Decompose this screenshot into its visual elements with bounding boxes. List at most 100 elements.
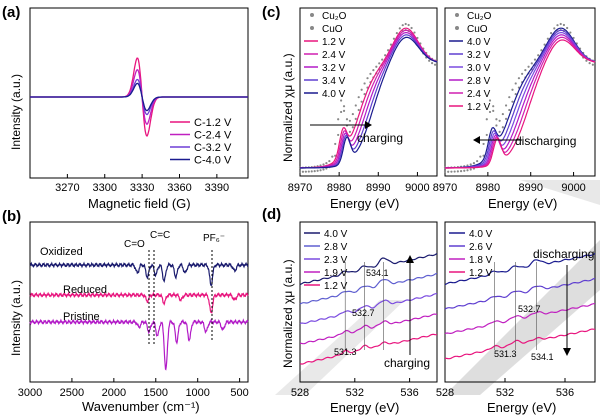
legend-label-c-right: Cu₂O: [467, 11, 492, 22]
reference-dot-c: [488, 99, 492, 102]
legend-label-d: 2.3 V: [324, 255, 348, 266]
reference-dots-c: [298, 22, 437, 169]
reference-dot-c: [463, 169, 466, 172]
reference-dot-c: [469, 168, 472, 171]
reference-dot-c: [395, 31, 398, 35]
axes-frame-a: [29, 7, 249, 179]
reference-dot-c: [366, 77, 369, 80]
reference-dots-c: [298, 28, 437, 173]
series-line-c: [300, 29, 438, 169]
reference-dot-c: [334, 142, 337, 146]
legend-dot-c-right: [455, 13, 459, 17]
reference-dot-c: [325, 162, 328, 165]
reference-dot-c: [348, 130, 352, 133]
x-tick-label-c: 9000: [561, 182, 585, 194]
reference-dot-c: [553, 27, 556, 30]
legend-dot-c-right: [455, 26, 459, 30]
series-line-c: [300, 36, 438, 169]
x-tick-label-a: 3270: [55, 182, 79, 194]
charging-arrowhead-d: [406, 255, 414, 263]
reference-dot-c: [540, 49, 543, 52]
x-tick-label-c: 8970: [288, 182, 312, 194]
reference-dot-c: [337, 133, 340, 137]
x-tick-label-b: 2000: [102, 387, 126, 399]
reference-dot-c: [428, 59, 431, 62]
peak-label-d-left-532: 532.7: [352, 308, 375, 318]
annotation-c-o: C=O: [124, 239, 145, 250]
x-tick-label-a: 3330: [130, 182, 154, 194]
x-tick-label-d: 528: [436, 387, 454, 399]
annotation-charging-c: charging: [357, 131, 403, 145]
legend-label-a: C-3.2 V: [194, 142, 232, 154]
x-axis-label-c-right: Energy (eV): [488, 196, 557, 211]
reference-dot-c: [357, 96, 360, 99]
reference-dot-c: [485, 118, 488, 121]
reference-dot-c: [410, 26, 413, 30]
legend-label-c: 4.0 V: [322, 89, 346, 100]
reference-dot-c: [328, 159, 331, 163]
x-tick-label-d: 528: [291, 387, 309, 399]
reference-dot-c: [585, 59, 588, 62]
x-tick-label-a: 3300: [93, 182, 117, 194]
panel-label-a: (a): [2, 4, 20, 21]
reference-dot-c: [504, 117, 508, 120]
x-tick-label-b: 2500: [60, 387, 84, 399]
reference-dot-c: [569, 31, 572, 34]
annotation-discharging-c: discharging: [515, 134, 576, 148]
legend-label-d: 1.9 V: [324, 268, 348, 279]
reference-dot-c: [514, 82, 517, 85]
series-line-d: [444, 303, 596, 335]
reference-dot-c: [322, 163, 325, 166]
legend-label-c-right: 1.2 V: [467, 102, 491, 113]
legend-label-a: C-4.0 V: [194, 155, 232, 167]
reference-dot-c: [495, 124, 498, 127]
reference-dot-c: [495, 118, 498, 121]
legend-label-c-right: 4.0 V: [467, 37, 491, 48]
reference-dot-c: [530, 62, 533, 65]
reference-dot-c: [492, 105, 495, 108]
peak-label-d-left-531: 531.3: [334, 347, 357, 357]
reference-dot-c: [556, 24, 559, 27]
reference-dot-c: [488, 110, 492, 114]
series-line-b: [29, 318, 249, 371]
discharging-arrowhead-d: [563, 348, 571, 356]
reference-dot-c: [591, 63, 594, 66]
reference-dot-c: [572, 36, 575, 40]
series-line-d: [299, 333, 438, 365]
discharging-arrowhead: [473, 136, 480, 144]
reference-dot-c: [559, 22, 562, 26]
reference-dot-c: [313, 169, 316, 173]
reference-dot-c: [369, 72, 372, 75]
reference-dot-c: [319, 169, 322, 172]
peak-label-d-right-531: 531.3: [494, 349, 517, 359]
reference-dot-c: [537, 54, 540, 57]
legend-label-c-right: 2.8 V: [467, 76, 491, 87]
series-line-d: [444, 277, 596, 310]
reference-dot-c: [342, 109, 346, 112]
reference-dot-c: [450, 170, 453, 173]
x-axis-label-a: Magnetic field (G): [88, 196, 191, 211]
reference-dot-c: [504, 104, 508, 107]
reference-dot-c: [337, 118, 340, 121]
legend-label-c: 3.2 V: [322, 63, 346, 74]
peak-label-d-left-534: 534.1: [366, 268, 389, 278]
x-tick-label-c: 8970: [433, 182, 457, 194]
y-axis-label-c: Normalized χμ (a.u.): [281, 53, 295, 162]
x-tick-label-d: 536: [400, 387, 418, 399]
legend-label-c: 1.2 V: [322, 37, 346, 48]
legend-label-c: 2.4 V: [322, 50, 346, 61]
x-tick-label-c: 8990: [518, 182, 542, 194]
series-line-d: [445, 328, 596, 360]
reference-dot-c: [498, 119, 501, 122]
reference-dot-c: [372, 69, 375, 72]
reference-dot-c: [363, 82, 366, 85]
reference-dot-c: [514, 93, 517, 96]
series-line-b: [29, 291, 249, 314]
series-line-d: [299, 253, 438, 286]
reference-dot-c: [524, 69, 527, 72]
reference-dot-c: [360, 100, 363, 103]
x-tick-label-c: 8980: [476, 182, 500, 194]
axes-frame-c-right: [444, 7, 596, 177]
panel-c: Normalized χμ (a.u.) Energy (eV) Energy …: [281, 7, 596, 211]
